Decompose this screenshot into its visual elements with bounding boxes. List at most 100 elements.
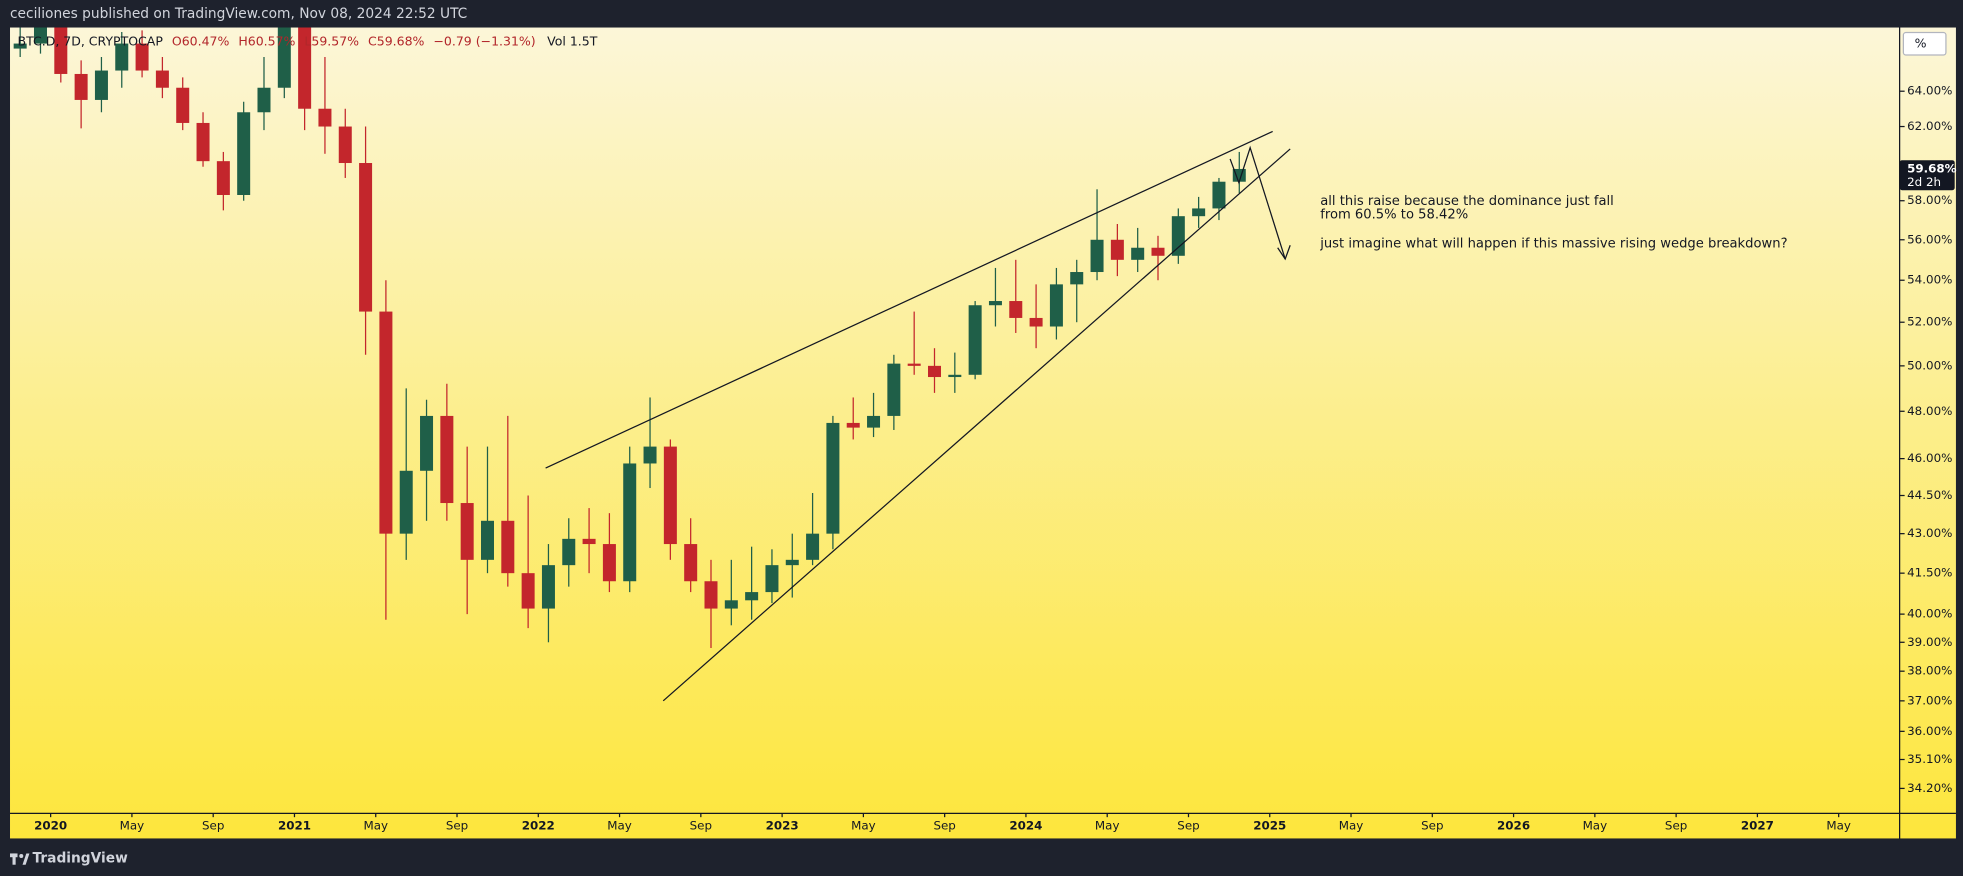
axes: 34.20% 35.10% 36.00% 37.00% 38.00% 39.00% 40.0… [34, 84, 1957, 833]
y-tick-label: 41.50% [1907, 566, 1952, 580]
candle-body [135, 43, 149, 71]
y-tick-label: 40.00% [1907, 607, 1952, 621]
candle-body [1110, 239, 1124, 260]
candle-body [745, 592, 759, 601]
x-tick-label: 2021 [278, 818, 311, 832]
candle-body [1049, 284, 1063, 327]
y-tick-label: 46.00% [1907, 451, 1952, 465]
candle-body [806, 533, 820, 560]
x-tick-label: May [363, 818, 388, 832]
legend-open: O60.47% [172, 33, 230, 48]
candle-body [420, 415, 434, 471]
candle-body [1029, 317, 1043, 327]
candle-body [623, 463, 637, 582]
annotation: just imagine what will happen if this ma… [1319, 237, 1787, 252]
x-tick-label: Sep [446, 818, 468, 832]
candle-body [359, 163, 373, 312]
legend-volume: Vol 1.5T [547, 33, 598, 48]
x-tick-label: 2023 [766, 818, 799, 832]
candle-body [1070, 272, 1084, 285]
candle-body [277, 27, 291, 88]
candle-body [440, 415, 454, 504]
x-tick-label: May [1095, 818, 1120, 832]
x-tick-label: 2022 [522, 818, 555, 832]
x-tick-label: Sep [1665, 818, 1687, 832]
candle-body [541, 565, 555, 609]
y-tick-label: 56.00% [1907, 232, 1952, 246]
brand-name: TradingView [33, 850, 129, 866]
x-tick-label: May [1583, 818, 1608, 832]
brand-logo [10, 853, 30, 865]
candles [13, 27, 1246, 649]
candle-body [1090, 239, 1104, 273]
candle-body [54, 27, 68, 74]
x-tick-label: Sep [933, 818, 955, 832]
y-tick-label: 52.00% [1907, 315, 1952, 329]
x-tick-label: 2025 [1253, 818, 1286, 832]
y-tick-label: 64.00% [1907, 84, 1952, 98]
candle-body [237, 112, 251, 195]
candle-body [298, 27, 312, 109]
candle-body [216, 161, 230, 195]
candle-body [176, 87, 190, 123]
x-tick-label: 2024 [1009, 818, 1042, 832]
candle-body [643, 446, 657, 464]
legend-high: H60.57% [238, 33, 295, 48]
scale-button[interactable] [1902, 31, 1947, 56]
y-tick-label: 37.00% [1907, 693, 1952, 707]
x-tick-label: 2027 [1741, 818, 1774, 832]
x-tick-label: May [851, 818, 876, 832]
y-tick-label: 44.50% [1907, 488, 1952, 502]
legend-low: L59.57% [304, 33, 359, 48]
candle-body [663, 446, 677, 545]
logo-part [12, 853, 16, 865]
scale-button-label[interactable]: % [1915, 35, 1927, 50]
candle-body [704, 581, 718, 609]
candle-body [257, 87, 271, 113]
y-tick-label: 58.00% [1907, 193, 1952, 207]
candle-body [1171, 216, 1185, 256]
y-tick-label: 50.00% [1907, 358, 1952, 372]
candle-body [684, 544, 698, 582]
y-tick-label: 43.00% [1907, 526, 1952, 540]
candle-body [867, 415, 881, 428]
candle-body [1009, 301, 1023, 318]
candle-body [887, 363, 901, 416]
last-price-label: 59.68% [1907, 161, 1957, 175]
y-tick-label: 39.00% [1907, 635, 1952, 649]
candle-body [927, 365, 942, 378]
last-price-marker [1899, 160, 1955, 191]
candle-body [13, 43, 27, 49]
candle-body [1212, 181, 1226, 209]
candle-body [968, 305, 982, 375]
candle-body [74, 73, 88, 100]
x-tick-label: Sep [1177, 818, 1199, 832]
candle-body [846, 422, 860, 428]
y-tick-label: 35.10% [1907, 752, 1952, 766]
candle-body [602, 544, 616, 582]
x-tick-label: Sep [1421, 818, 1443, 832]
publisher-line: ceciliones published on TradingView.com,… [10, 6, 467, 22]
logo-part [19, 853, 24, 858]
x-tick-label: 2020 [34, 818, 67, 832]
candle-body [399, 470, 413, 534]
candle-body [155, 70, 169, 88]
wedge-upper-line [545, 130, 1273, 469]
logo-part [22, 853, 30, 865]
x-tick-label: 2026 [1497, 818, 1530, 832]
candle-body [826, 422, 840, 534]
x-tick-label: May [1826, 818, 1851, 832]
drawings [545, 130, 1291, 702]
candle-body [765, 565, 779, 593]
annotation: from 60.5% to 58.42% [1320, 208, 1468, 223]
candle-body [1151, 247, 1165, 256]
candle-body [338, 126, 352, 164]
wedge-lower-line [662, 148, 1291, 702]
y-tick-label: 34.20% [1907, 781, 1952, 795]
candle-body [785, 559, 799, 566]
y-tick-label: 36.00% [1907, 724, 1952, 738]
